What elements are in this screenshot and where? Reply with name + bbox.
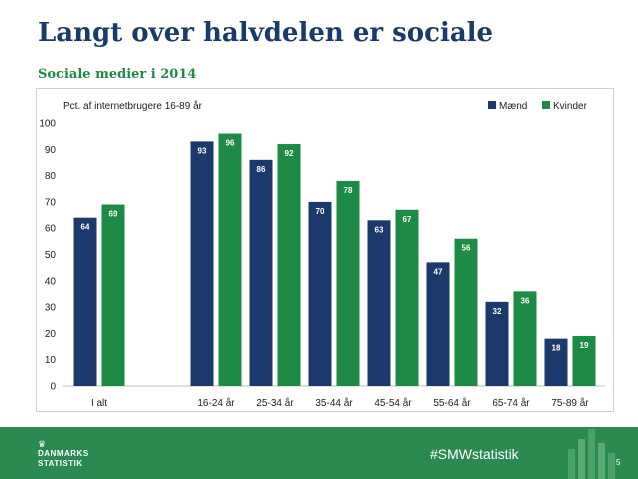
- data-label: 56: [462, 244, 471, 253]
- bar-maend: [544, 338, 568, 386]
- bar-maend: [73, 217, 97, 386]
- bar-kvinder: [277, 144, 301, 386]
- legend: Mænd Kvinder: [488, 101, 588, 112]
- bar-kvinder: [218, 133, 242, 386]
- logo-line-1: DANMARKS: [38, 449, 89, 458]
- x-tick-label: 65-74 år: [492, 397, 530, 409]
- page-number: 5: [616, 458, 621, 467]
- y-tick-label: 50: [45, 250, 57, 261]
- bar-kvinder: [101, 204, 125, 386]
- chart-frame: Pct. af internetbrugere 16-89 år Mænd Kv…: [36, 88, 614, 412]
- bar-kvinder: [395, 209, 419, 386]
- data-label: 70: [316, 207, 325, 216]
- data-label: 93: [198, 146, 207, 155]
- data-label: 86: [257, 165, 266, 174]
- x-tick-label: 25-34 år: [256, 397, 294, 409]
- data-label: 63: [375, 225, 384, 234]
- x-tick-label: 75-89 år: [551, 397, 589, 409]
- bar-chart: Pct. af internetbrugere 16-89 år Mænd Kv…: [39, 100, 605, 409]
- data-label: 64: [81, 223, 90, 232]
- chart-subtitle: Sociale medier i 2014: [38, 67, 197, 82]
- data-label: 92: [285, 149, 294, 158]
- bar-maend: [485, 301, 509, 386]
- chart-annotation: Pct. af internetbrugere 16-89 år: [63, 100, 203, 112]
- bars: 64 69 93 96 86 92 70 78 63 67 47 56 32 36 18 19: [73, 133, 596, 386]
- y-tick-label: 100: [39, 119, 56, 130]
- x-tick-label: 45-54 år: [374, 397, 412, 409]
- data-label: 19: [580, 341, 589, 350]
- y-tick-label: 30: [45, 303, 57, 314]
- x-axis: I alt 16-24 år 25-34 år 35-44 år 45-54 år 55-…: [91, 397, 589, 409]
- bar-kvinder: [454, 238, 478, 386]
- x-tick-label: 55-64 år: [433, 397, 471, 409]
- y-tick-label: 10: [45, 355, 57, 366]
- data-label: 67: [403, 215, 412, 224]
- crown-icon: ♛: [38, 439, 47, 449]
- logo-line-2: STATISTIK: [38, 459, 83, 468]
- legend-label-maend: Mænd: [499, 101, 527, 112]
- bar-kvinder: [336, 180, 360, 386]
- data-label: 18: [552, 344, 561, 353]
- hashtag: #SMWstatistik: [430, 446, 519, 462]
- x-tick-label: 35-44 år: [315, 397, 353, 409]
- bar-kvinder: [572, 336, 596, 386]
- data-label: 96: [226, 139, 235, 148]
- footer-bar: ♛ DANMARKS STATISTIK #SMWstatistik 5: [0, 427, 638, 479]
- legend-swatch-kvinder: [542, 101, 550, 109]
- data-label: 69: [109, 210, 118, 219]
- y-tick-label: 70: [45, 197, 57, 208]
- y-tick-label: 80: [45, 171, 57, 182]
- bar-maend: [249, 159, 273, 386]
- y-tick-label: 90: [45, 145, 57, 156]
- data-label: 78: [344, 186, 353, 195]
- bar-maend: [426, 262, 450, 386]
- bar-kvinder: [513, 291, 537, 386]
- y-tick-label: 60: [45, 224, 57, 235]
- legend-swatch-maend: [488, 101, 496, 109]
- bar-maend: [308, 201, 332, 386]
- y-tick-label: 40: [45, 276, 57, 287]
- footer-bar-graphic: [568, 429, 615, 479]
- data-label: 47: [434, 267, 443, 276]
- x-tick-label: 16-24 år: [197, 397, 235, 409]
- y-tick-label: 20: [45, 329, 57, 340]
- x-tick-label: I alt: [91, 398, 107, 409]
- bar-maend: [190, 141, 214, 386]
- y-tick-label: 0: [50, 382, 56, 393]
- bar-maend: [367, 220, 391, 386]
- legend-label-kvinder: Kvinder: [553, 101, 588, 112]
- data-label: 36: [521, 296, 530, 305]
- page-title: Langt over halvdelen er sociale: [38, 18, 494, 48]
- data-label: 32: [493, 307, 502, 316]
